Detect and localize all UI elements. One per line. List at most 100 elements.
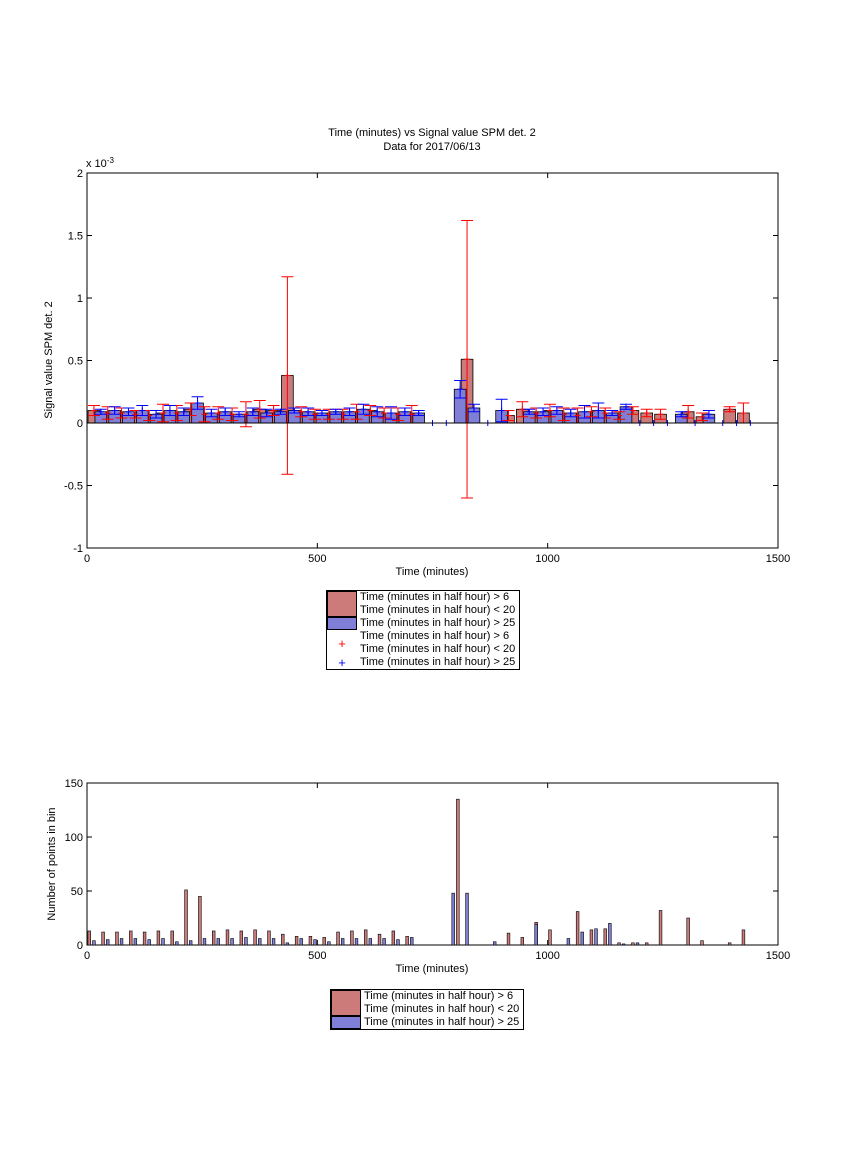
legend-entry: Time (minutes in half hour) > 6 Time (mi… (327, 591, 519, 617)
count-bar-red (170, 930, 174, 946)
count-bar-red (645, 942, 649, 946)
x-tick-label: 500 (308, 553, 326, 565)
count-bar-blue (285, 942, 290, 946)
chart-subtitle: Data for 2017/06/13 (383, 141, 480, 153)
count-bar-red (377, 933, 382, 946)
count-bar-blue (161, 938, 165, 946)
count-bar-red (727, 942, 732, 946)
count-bar-red (225, 929, 230, 946)
legend-swatch-marker: + (327, 630, 357, 656)
count-bar-blue (382, 938, 386, 946)
y-axis-2: 0 50 100 150 (65, 778, 778, 952)
count-bar-red (184, 889, 188, 946)
count-bar-blue (147, 939, 151, 946)
legend-label: Time (minutes in half hour) > 6 Time (mi… (364, 990, 520, 1015)
legend-bottom: Time (minutes in half hour) > 6 Time (mi… (330, 989, 525, 1030)
count-bar-blue (580, 931, 584, 946)
legend-swatch-marker: + (327, 656, 357, 669)
count-bar-blue (92, 940, 96, 946)
count-bar-blue (608, 923, 612, 946)
y-tick-label: 0 (77, 418, 83, 430)
count-bar-blue (621, 943, 626, 946)
count-bar-red (142, 931, 147, 946)
legend-entry: Time (minutes in half hour) > 25 (331, 1016, 523, 1029)
count-bar-red (101, 931, 105, 946)
count-bar-blue (188, 940, 193, 946)
legend-swatch-patch (327, 617, 357, 630)
legend-entry: Time (minutes in half hour) > 6 Time (mi… (331, 990, 523, 1016)
y-exponent-label: x 10-3 (86, 156, 114, 170)
count-bar-blue (534, 924, 538, 946)
x-tick-label-2: 500 (308, 950, 326, 962)
x-tick-label-2: 1500 (766, 950, 790, 962)
y-exponent-power: -3 (107, 156, 115, 165)
legend-patch (327, 617, 357, 630)
legend-top: Time (minutes in half hour) > 6 Time (mi… (326, 590, 521, 670)
count-bar-red (239, 930, 244, 946)
count-bar-red (391, 930, 396, 946)
count-bar-red (212, 930, 216, 946)
y-axis-label: Signal value SPM det. 2 (43, 301, 55, 418)
count-chart: 0 500 1000 1500 0 50 100 150 Time (minutes) Nu… (46, 778, 790, 975)
y-tick-label: -1 (73, 543, 83, 555)
count-bar-red (520, 937, 525, 946)
count-bar-blue (340, 938, 345, 946)
count-bar-blue (106, 939, 110, 946)
count-bar-blue (493, 941, 497, 946)
count-bar-red (198, 896, 202, 946)
x-tick-label: 0 (84, 553, 90, 565)
count-bar-blue (635, 942, 640, 946)
count-bar-red (658, 910, 663, 946)
legend-patch (327, 591, 357, 617)
plot-area-frame (86, 172, 779, 549)
count-bar-blue (299, 938, 303, 946)
count-bar-blue (313, 939, 317, 946)
legend-entry: + Time (minutes in half hour) > 25 (327, 656, 519, 669)
count-bar-blue (119, 938, 124, 946)
legend-marker-plus: + (338, 635, 346, 651)
count-bar-red (87, 930, 91, 946)
count-bar-blue (202, 938, 207, 946)
count-bar-red (336, 931, 340, 946)
count-bar-red (506, 932, 511, 946)
y-tick-label: 2 (77, 168, 83, 180)
count-bar-red (548, 929, 552, 946)
x-axis-label-2: Time (minutes) (396, 963, 469, 975)
y-tick-label: 0.5 (68, 356, 83, 368)
count-bar-red (281, 933, 285, 946)
count-bar-red (686, 917, 690, 946)
count-bar-blue (451, 892, 455, 946)
count-bar-red (350, 930, 354, 946)
count-bar-red (617, 942, 621, 946)
count-bar-red (631, 942, 635, 946)
count-bar-blue (175, 941, 179, 946)
count-bar-blue (244, 937, 248, 946)
count-bar-red (294, 936, 299, 946)
count-bar-red (456, 798, 460, 946)
legend-label: Time (minutes in half hour) > 6 Time (mi… (360, 591, 516, 616)
x-tick-label-2: 1000 (535, 950, 559, 962)
count-bar-blue (594, 928, 598, 946)
count-bar-blue (230, 938, 234, 946)
count-bar-red (129, 930, 133, 946)
y-tick-label-2: 150 (65, 778, 83, 790)
y-tick-label-2: 50 (71, 886, 83, 898)
count-bar-blue (368, 938, 372, 946)
count-bar-blue (354, 938, 359, 946)
y-tick-label: 1.5 (68, 231, 83, 243)
x-tick-label: 1000 (535, 553, 559, 565)
legend-patch (331, 1016, 361, 1029)
count-bar-blue (566, 938, 571, 946)
count-bar-red (308, 936, 313, 946)
count-bar-blue (133, 938, 138, 946)
legend-marker-plus: + (338, 655, 346, 670)
x-axis: 0 500 1000 1500 (84, 173, 790, 565)
count-bar-red (115, 931, 119, 946)
count-bar-red (267, 930, 271, 946)
plot-area-frame-2 (86, 782, 779, 946)
count-bar-blue (271, 938, 276, 946)
count-bar-red (253, 929, 257, 946)
x-axis-2: 0 500 1000 1500 (84, 783, 790, 962)
count-bar-blue (327, 941, 331, 946)
